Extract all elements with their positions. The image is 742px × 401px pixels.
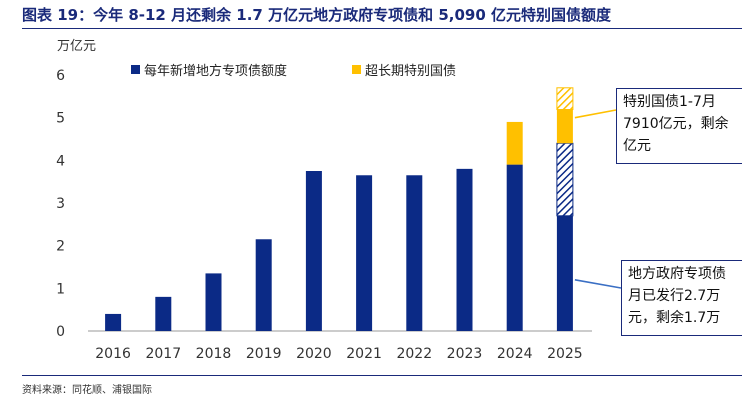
y-tick-label: 6	[56, 68, 65, 84]
y-tick-label: 5	[56, 111, 65, 127]
x-tick-label: 2018	[196, 346, 232, 362]
bar-treasury-remaining-2025	[556, 87, 574, 111]
bar-local-bond-2021	[356, 175, 373, 331]
legend-swatch-2	[352, 65, 361, 74]
x-tick-label: 2017	[145, 346, 181, 362]
y-tick-label: 1	[56, 281, 65, 297]
local-bond-callout: 地方政府专项债 月已发行2.7万 元，剩余1.7万	[621, 260, 742, 336]
bar-treasury-issued-2025	[556, 109, 573, 144]
x-tick-label: 2025	[547, 346, 583, 362]
bar-local-bond-issued-2025	[556, 215, 573, 331]
bar-local-bond-remaining-2025	[556, 142, 574, 217]
footer-divider	[22, 375, 742, 376]
chart-title: 图表 19：今年 8-12 月还剩余 1.7 万亿元地方政府专项债和 5,090…	[22, 6, 611, 24]
bar-local-bond-2023	[456, 168, 473, 331]
y-tick-label: 3	[56, 196, 65, 212]
x-tick-label: 2021	[346, 346, 382, 362]
source-note: 资料来源：同花顺、浦银国际	[22, 385, 152, 396]
bar-treasury-2024	[506, 121, 523, 165]
x-tick-label: 2022	[396, 346, 432, 362]
bar-local-bond-2019	[255, 239, 272, 331]
x-tick-label: 2016	[95, 346, 131, 362]
bar-local-bond-2018	[205, 273, 222, 331]
special-treasury-callout: 特别国债1-7月 7910亿元，剩余 亿元	[616, 88, 742, 164]
legend-label-1: 每年新增地方专项债额度	[144, 63, 287, 79]
y-tick-label: 2	[56, 239, 65, 255]
callout-arrow-treasury	[574, 109, 617, 119]
x-tick-label: 2020	[296, 346, 332, 362]
y-tick-label: 0	[56, 324, 65, 340]
bar-local-bond-2016	[105, 313, 122, 331]
bar-local-bond-2020	[305, 171, 322, 331]
legend-swatch-1	[131, 65, 140, 74]
y-tick-label: 4	[56, 153, 65, 169]
x-tick-label: 2023	[447, 346, 483, 362]
y-axis-unit-label: 万亿元	[57, 39, 96, 54]
legend-label-2: 超长期特别国债	[365, 64, 456, 79]
callout-arrow-local-bond	[574, 279, 622, 289]
title-divider	[22, 28, 742, 29]
x-tick-label: 2019	[246, 346, 282, 362]
bar-local-bond-2017	[155, 296, 172, 331]
x-tick-label: 2024	[497, 346, 533, 362]
bar-local-bond-2022	[406, 175, 423, 331]
bar-local-bond-2024	[506, 164, 523, 331]
